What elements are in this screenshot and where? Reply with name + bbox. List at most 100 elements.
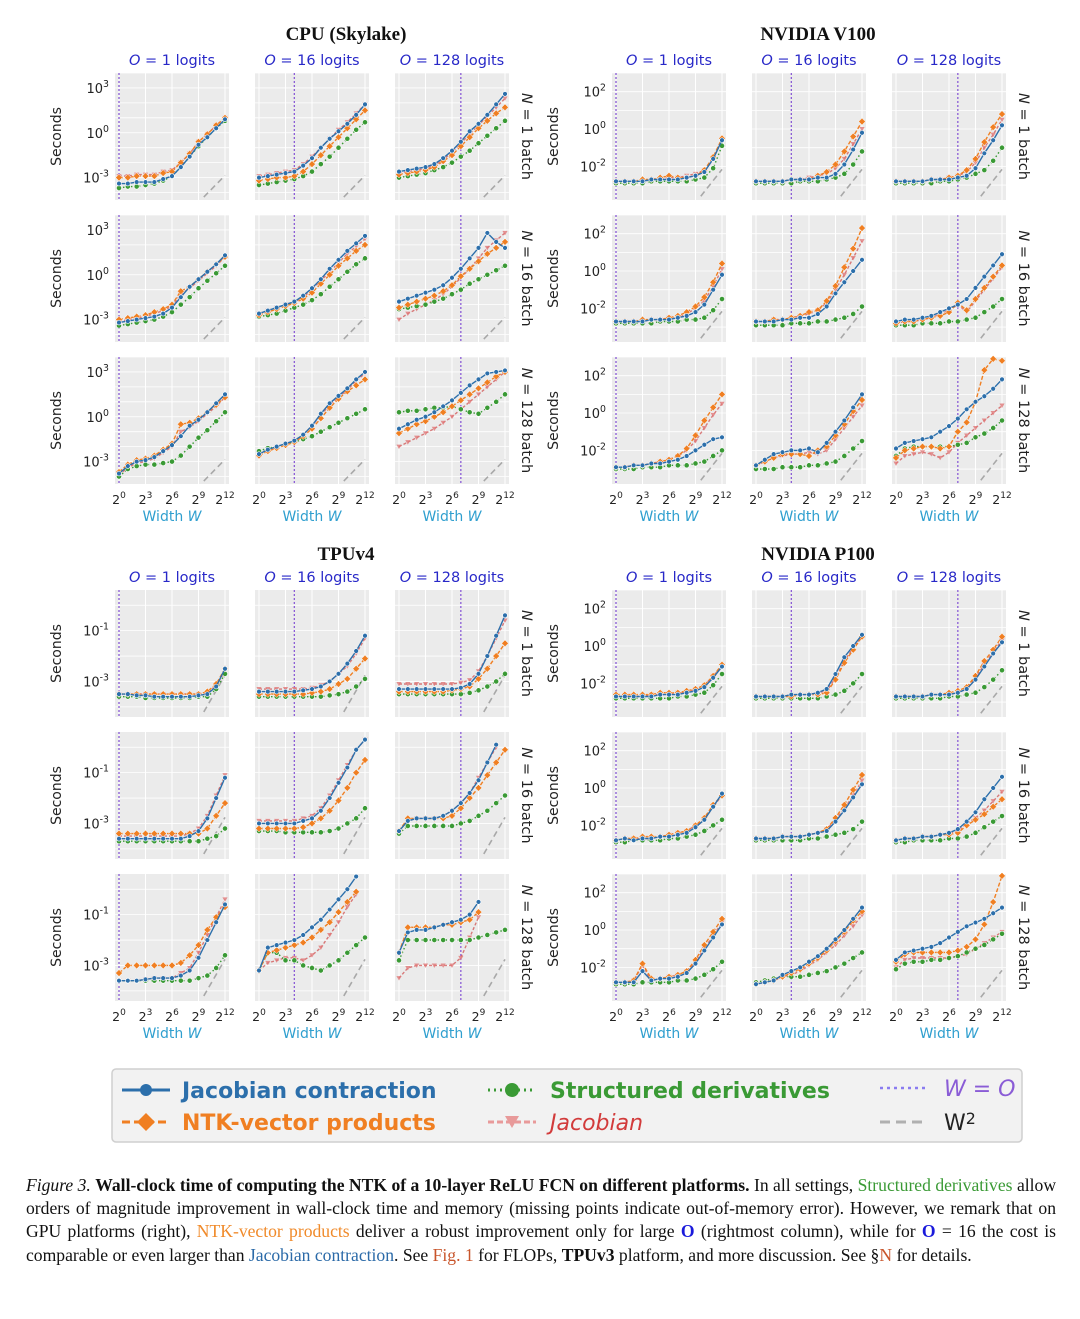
point-structured-derivatives bbox=[990, 425, 997, 431]
column-header: O = 128 logits bbox=[400, 53, 504, 69]
point-jacobian-contraction bbox=[832, 818, 839, 825]
point-structured-derivatives bbox=[169, 458, 175, 465]
point-jacobian-contraction bbox=[753, 693, 759, 700]
point-jacobian-contraction bbox=[151, 454, 158, 460]
point-jacobian bbox=[841, 933, 847, 939]
point-jacobian-contraction bbox=[458, 139, 464, 145]
caption-section-link[interactable]: N bbox=[879, 1244, 893, 1265]
point-jacobian-contraction bbox=[186, 967, 193, 974]
point-jacobian-contraction bbox=[657, 176, 663, 183]
point-jacobian bbox=[300, 958, 306, 963]
x-tick-label: 23 bbox=[636, 491, 650, 507]
point-structured-derivatives bbox=[213, 418, 220, 425]
y-axis-label: Seconds bbox=[49, 249, 65, 308]
x-tick-label: 29 bbox=[969, 1008, 983, 1024]
point-ntk-vector-products bbox=[474, 908, 483, 916]
point-jacobian-contraction bbox=[981, 796, 988, 802]
point-ntk-vector-products bbox=[980, 138, 989, 146]
subplot bbox=[115, 590, 229, 717]
x-axis-label: Width W bbox=[920, 1026, 980, 1042]
point-jacobian-contraction bbox=[806, 691, 812, 698]
point-ntk-vector-products bbox=[971, 155, 980, 163]
point-structured-derivatives bbox=[999, 296, 1005, 302]
point-jacobian-contraction bbox=[666, 458, 672, 465]
point-jacobian bbox=[422, 431, 429, 436]
point-jacobian bbox=[502, 230, 508, 236]
column-header-label: O = 128 logits bbox=[897, 53, 1001, 69]
row-label: N = 128 batch bbox=[1015, 885, 1031, 990]
point-ntk-vector-products bbox=[474, 384, 483, 393]
w-squared-line bbox=[700, 969, 723, 998]
caption-fig1-link[interactable]: Fig. 1 bbox=[432, 1244, 474, 1265]
point-jacobian-contraction bbox=[779, 693, 786, 700]
point-jacobian-contraction bbox=[178, 693, 184, 700]
point-structured-derivatives bbox=[990, 936, 997, 943]
point-structured-derivatives bbox=[972, 434, 979, 441]
point-jacobian-contraction bbox=[850, 146, 856, 153]
point-ntk-vector-products bbox=[317, 687, 325, 696]
point-jacobian bbox=[859, 403, 865, 408]
point-jacobian-contraction bbox=[972, 919, 979, 926]
point-structured-derivatives bbox=[413, 823, 420, 829]
point-jacobian-contraction bbox=[133, 316, 140, 323]
point-jacobian-contraction bbox=[265, 446, 271, 453]
point-jacobian-contraction bbox=[639, 462, 646, 469]
point-jacobian-contraction bbox=[675, 457, 681, 463]
point-structured-derivatives bbox=[901, 960, 908, 967]
subplot bbox=[612, 873, 726, 1001]
point-ntk-vector-products bbox=[998, 795, 1006, 803]
point-jacobian-contraction bbox=[999, 376, 1005, 383]
point-structured-derivatives bbox=[431, 823, 438, 829]
caption-text: = 16 the cost is comparable or even larg… bbox=[26, 1221, 1057, 1265]
point-ntk-vector-products bbox=[483, 117, 492, 125]
point-structured-derivatives bbox=[309, 433, 315, 440]
point-jacobian-contraction bbox=[710, 156, 716, 162]
point-jacobian-contraction bbox=[902, 693, 908, 700]
legend-label: Jacobian bbox=[546, 1111, 643, 1136]
point-jacobian-contraction bbox=[133, 977, 140, 984]
point-jacobian-contraction bbox=[344, 248, 351, 254]
point-ntk-vector-products bbox=[474, 784, 483, 792]
point-structured-derivatives bbox=[353, 683, 360, 690]
y-tick-label: 10-3 bbox=[83, 311, 109, 329]
y-tick-label: 10-2 bbox=[580, 441, 606, 459]
point-jacobian bbox=[422, 681, 429, 687]
point-jacobian-contraction bbox=[318, 411, 324, 417]
point-jacobian-contraction bbox=[910, 693, 917, 700]
point-jacobian-contraction bbox=[362, 633, 368, 639]
w-squared-line bbox=[980, 310, 1003, 339]
point-jacobian bbox=[990, 799, 996, 804]
legend-box bbox=[111, 1068, 1023, 1143]
point-jacobian-contraction bbox=[972, 809, 979, 816]
x-tick-label: 20 bbox=[749, 1008, 763, 1024]
point-structured-derivatives bbox=[692, 975, 699, 982]
point-jacobian-contraction bbox=[990, 137, 996, 143]
x-tick-label: 20 bbox=[252, 1008, 266, 1024]
point-jacobian-contraction bbox=[622, 464, 628, 470]
point-jacobian-contraction bbox=[823, 440, 830, 446]
point-ntk-vector-products bbox=[221, 799, 229, 807]
point-jacobian-contraction bbox=[919, 833, 926, 840]
point-jacobian-contraction bbox=[458, 800, 464, 806]
point-jacobian-contraction bbox=[701, 817, 708, 823]
y-tick-label: 10-2 bbox=[580, 958, 606, 976]
subplot bbox=[395, 214, 509, 342]
point-jacobian-contraction bbox=[919, 946, 926, 952]
x-tick-label: 20 bbox=[252, 491, 266, 507]
y-tick-label: 102 bbox=[584, 225, 607, 243]
point-jacobian-contraction bbox=[125, 835, 131, 842]
point-ntk-vector-products bbox=[255, 176, 263, 185]
point-structured-derivatives bbox=[937, 320, 944, 327]
point-jacobian-contraction bbox=[142, 457, 149, 463]
y-axis-label: Seconds bbox=[546, 249, 562, 308]
x-tick-label: 212 bbox=[852, 491, 871, 507]
point-structured-derivatives bbox=[362, 255, 368, 262]
point-ntk-vector-products bbox=[255, 824, 263, 833]
point-ntk-vector-products bbox=[457, 396, 465, 405]
point-jacobian-contraction bbox=[753, 318, 759, 325]
point-jacobian-contraction bbox=[779, 449, 786, 455]
point-ntk-vector-products bbox=[465, 265, 474, 273]
point-structured-derivatives bbox=[440, 937, 447, 943]
point-structured-derivatives bbox=[457, 937, 464, 943]
y-tick-label: 10-1 bbox=[83, 764, 109, 782]
